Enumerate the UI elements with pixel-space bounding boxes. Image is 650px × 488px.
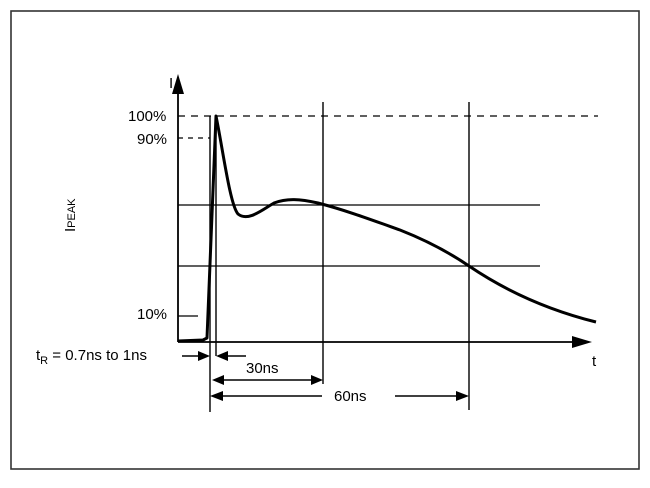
x-axis-arrowhead bbox=[572, 336, 592, 348]
level-10-label: 10% bbox=[137, 306, 167, 323]
ipeak-label-sub: PEAK bbox=[66, 198, 78, 228]
level-90-label: 90% bbox=[137, 131, 167, 148]
interval-30ns-arrow-left bbox=[212, 375, 224, 385]
ipeak-label-main: I bbox=[62, 228, 79, 232]
rise-time-label-sub: R bbox=[40, 355, 48, 367]
interval-30ns-label: 30ns bbox=[246, 360, 279, 377]
x-axis-label: t bbox=[592, 353, 597, 370]
rise-time-label: tR = 0.7ns to 1ns bbox=[36, 347, 147, 367]
interval-60ns-arrow-left bbox=[210, 391, 223, 401]
ipeak-label: IPEAK bbox=[62, 198, 79, 232]
y-axis-label: I bbox=[169, 75, 173, 92]
rise-time-arrow-left-head bbox=[198, 351, 210, 361]
rise-time-label-main: t bbox=[36, 347, 41, 364]
level-100-label: 100% bbox=[128, 108, 166, 125]
y-axis-arrowhead bbox=[172, 74, 184, 94]
rise-time-label-rest: = 0.7ns to 1ns bbox=[48, 347, 147, 364]
interval-60ns-label: 60ns bbox=[334, 388, 367, 405]
interval-30ns-arrow-right bbox=[311, 375, 323, 385]
rise-time-arrow-right-head bbox=[216, 351, 228, 361]
current-waveform-curve bbox=[177, 114, 597, 343]
interval-60ns-arrow-right bbox=[456, 391, 469, 401]
figure-border bbox=[10, 10, 640, 470]
